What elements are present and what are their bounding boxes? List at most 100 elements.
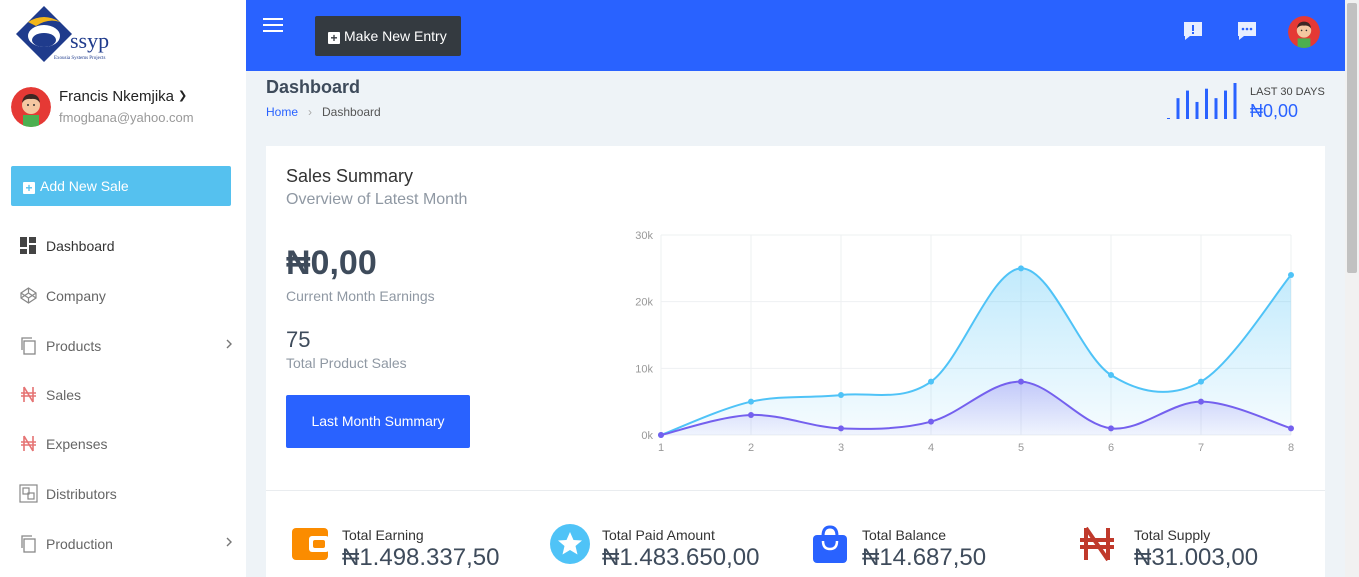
make-new-entry-button[interactable]: + Make New Entry <box>315 16 461 56</box>
plus-icon: + <box>328 32 340 44</box>
breadcrumb: Home › Dashboard <box>266 105 381 119</box>
chevron-right-icon: › <box>308 105 313 119</box>
sidebar-item-company[interactable]: Company <box>0 276 246 316</box>
x-tick-label: 7 <box>1198 442 1204 454</box>
stat-label: Total Earning <box>342 527 424 543</box>
sales-summary-card: Sales Summary Overview of Latest Month ₦… <box>266 146 1325 577</box>
menu-icon[interactable] <box>263 18 283 32</box>
data-point[interactable] <box>838 425 844 432</box>
sales-area-chart: 0k 10k 20k 30k 1 2 3 4 5 6 7 8 <box>635 230 1294 454</box>
sparkline-bar <box>1195 101 1199 119</box>
series-line <box>660 267 1292 436</box>
sidebar-item-dashboard[interactable]: Dashboard <box>0 226 246 266</box>
company-logo[interactable]: ssyp Exousia Systems Projects <box>14 4 114 62</box>
series-area <box>661 268 1291 435</box>
data-point[interactable] <box>748 398 754 405</box>
sparkline-bar <box>1214 98 1218 119</box>
sidebar-item-label: Expenses <box>46 436 108 452</box>
top-navbar: + Make New Entry <box>246 0 1345 71</box>
group-icon <box>19 484 38 503</box>
naira-icon <box>21 386 36 403</box>
sidebar-item-label: Sales <box>46 387 82 403</box>
card-subtitle: Overview of Latest Month <box>286 191 468 208</box>
copy-icon <box>21 535 36 553</box>
x-tick-label: 3 <box>838 442 844 454</box>
user-name-dropdown[interactable]: Francis Nkemjika ❯ <box>59 88 187 105</box>
page-title: Dashboard <box>266 77 361 97</box>
series-line <box>660 380 1292 436</box>
alert-message-icon[interactable] <box>1182 20 1204 42</box>
stat-label: Total Supply <box>1134 527 1211 543</box>
add-new-sale-label: Add New Sale <box>40 178 129 194</box>
current-month-earnings-label: Current Month Earnings <box>286 288 435 304</box>
sparkline-bar <box>1176 98 1180 119</box>
user-email: fmogbana@yahoo.com <box>59 110 194 125</box>
y-tick-label: 20k <box>635 297 653 309</box>
card-divider <box>266 490 1325 491</box>
star-icon <box>550 524 590 564</box>
sidebar-item-sales[interactable]: Sales <box>0 375 246 415</box>
user-name: Francis Nkemjika <box>59 88 175 105</box>
logo-text: ssyp <box>70 28 109 53</box>
data-point[interactable] <box>1288 272 1294 278</box>
card-title: Sales Summary <box>286 166 414 186</box>
series-area <box>661 381 1291 435</box>
sparkline-bars <box>1167 83 1237 119</box>
naira-icon <box>21 435 36 452</box>
codepen-icon <box>20 287 37 304</box>
sidebar: ssyp Exousia Systems Projects Francis Nk… <box>0 0 246 577</box>
data-point[interactable] <box>748 412 754 418</box>
stat-value: ₦31.003,00 <box>1134 544 1259 571</box>
stat-label: Total Paid Amount <box>602 527 715 543</box>
breadcrumb-home-link[interactable]: Home <box>266 105 299 119</box>
wallet-icon <box>292 528 329 560</box>
user-avatar[interactable] <box>11 87 51 127</box>
naira-icon <box>1080 526 1114 562</box>
chat-icon[interactable] <box>1236 20 1258 42</box>
data-point[interactable] <box>1108 425 1114 432</box>
breadcrumb-current: Dashboard <box>322 105 381 119</box>
sidebar-item-distributors[interactable]: Distributors <box>0 474 246 514</box>
add-new-sale-button[interactable]: + Add New Sale <box>11 166 231 206</box>
copy-icon <box>21 337 36 355</box>
chevron-right-icon <box>226 339 232 349</box>
sidebar-item-production[interactable]: Production <box>0 524 246 564</box>
sidebar-item-expenses[interactable]: Expenses <box>0 424 246 464</box>
sparkline-bar <box>1186 90 1189 119</box>
sidebar-item-label: Dashboard <box>46 238 115 254</box>
profile-avatar[interactable] <box>1288 16 1320 48</box>
data-point[interactable] <box>1198 398 1204 405</box>
last-30-days-label: LAST 30 DAYS <box>1250 86 1325 98</box>
data-point[interactable] <box>838 392 844 398</box>
last-month-summary-button[interactable]: Last Month Summary <box>286 395 470 448</box>
page-scrollbar[interactable] <box>1345 0 1359 577</box>
x-tick-label: 5 <box>1018 442 1024 454</box>
total-product-sales-value: 75 <box>286 327 311 352</box>
current-month-earnings-value: ₦0,00 <box>286 244 377 282</box>
x-tick-label: 8 <box>1288 442 1294 454</box>
data-point[interactable] <box>658 432 664 438</box>
data-point[interactable] <box>1018 378 1024 385</box>
scrollbar-thumb[interactable] <box>1347 3 1357 273</box>
y-tick-label: 30k <box>635 230 653 242</box>
stat-value: ₦1.498.337,50 <box>342 544 500 571</box>
make-new-entry-label: Make New Entry <box>344 28 447 44</box>
stat-value: ₦14.687,50 <box>862 544 987 571</box>
sparkline-bar <box>1233 83 1237 119</box>
data-point[interactable] <box>928 418 934 425</box>
data-point[interactable] <box>1198 378 1204 385</box>
data-point[interactable] <box>1108 372 1114 378</box>
total-product-sales-label: Total Product Sales <box>286 355 407 371</box>
sidebar-item-products[interactable]: Products <box>0 326 246 366</box>
data-point[interactable] <box>1018 265 1024 272</box>
sidebar-item-label: Products <box>46 338 102 354</box>
x-tick-label: 1 <box>658 442 664 454</box>
data-point[interactable] <box>928 378 934 385</box>
y-tick-label: 10k <box>635 363 653 375</box>
sparkline-bar <box>1167 118 1170 119</box>
stat-value: ₦1.483.650,00 <box>602 544 760 571</box>
chevron-right-icon <box>226 537 232 547</box>
data-point[interactable] <box>1288 425 1294 432</box>
chevron-down-icon: ❯ <box>178 90 188 102</box>
sparkline-bar <box>1224 90 1227 119</box>
